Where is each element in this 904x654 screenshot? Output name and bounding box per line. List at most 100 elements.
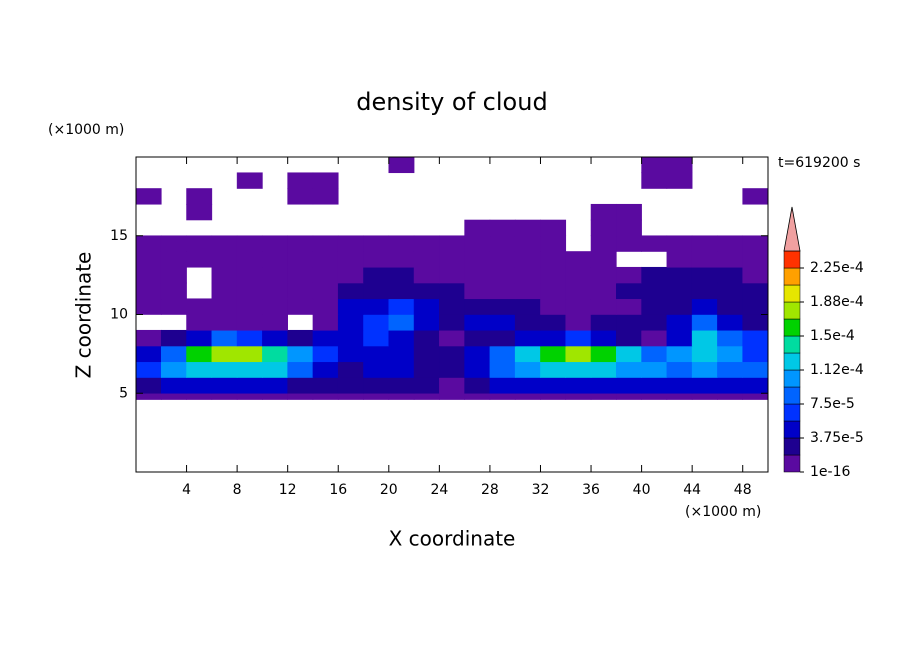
contour-cell xyxy=(590,251,617,268)
contour-cell xyxy=(540,219,567,237)
contour-cell xyxy=(160,251,187,268)
contour-cell xyxy=(666,377,693,394)
contour-cell xyxy=(439,235,465,252)
contour-cell xyxy=(717,266,744,284)
contour-cell xyxy=(262,314,288,331)
contour-cell xyxy=(388,345,415,363)
contour-cell xyxy=(489,377,516,394)
contour-cell xyxy=(590,219,617,237)
contour-cell xyxy=(717,329,744,347)
contour-cell xyxy=(565,329,592,347)
contour-cell xyxy=(742,188,769,205)
contour-cell xyxy=(464,314,491,331)
contour-cell xyxy=(363,329,390,347)
contour-cell xyxy=(388,392,415,400)
contour-cell xyxy=(211,361,238,378)
contour-cell xyxy=(540,266,567,284)
contour-cell xyxy=(641,298,668,315)
contour-cell xyxy=(135,377,162,394)
contour-cell xyxy=(186,345,213,363)
contour-cell xyxy=(717,345,744,363)
contour-cell xyxy=(312,361,339,378)
contour-cell xyxy=(312,377,339,394)
contour-cell xyxy=(540,392,567,400)
contour-cell xyxy=(691,329,718,347)
contour-cell xyxy=(388,156,415,174)
contour-cell xyxy=(514,219,541,237)
colorbar-box xyxy=(783,284,801,303)
contour-cell xyxy=(666,298,693,315)
contour-cell xyxy=(287,392,314,400)
contour-cell xyxy=(413,314,440,331)
contour-cell xyxy=(514,377,541,394)
contour-cell xyxy=(691,282,718,300)
contour-cell xyxy=(287,235,314,252)
x-tick-label: 20 xyxy=(380,482,398,498)
y-tick-label: 15 xyxy=(110,228,128,244)
contour-cell xyxy=(312,251,339,268)
contour-cell xyxy=(262,329,288,347)
contour-cell xyxy=(540,329,567,347)
chart-title: density of cloud xyxy=(356,88,547,116)
contour-cell xyxy=(312,235,339,252)
contour-cell xyxy=(565,314,592,331)
colorbar-label: 7.5e-5 xyxy=(810,396,855,412)
contour-cell xyxy=(337,235,364,252)
contour-cell xyxy=(236,251,263,268)
contour-cell xyxy=(363,345,390,363)
contour-cell xyxy=(439,251,465,268)
contour-cell xyxy=(717,392,744,400)
contour-cell xyxy=(160,266,187,284)
colorbar-box xyxy=(783,437,801,456)
contour-cell xyxy=(666,282,693,300)
contour-cell xyxy=(464,251,491,268)
y-axis-label: Z coordinate xyxy=(72,252,96,379)
contour-cell xyxy=(514,392,541,400)
contour-cell xyxy=(439,298,465,315)
contour-cell xyxy=(540,377,567,394)
contour-cell xyxy=(540,235,567,252)
contour-cell xyxy=(337,361,364,378)
contour-cell xyxy=(337,392,364,400)
contour-cell xyxy=(135,345,162,363)
contour-cell xyxy=(641,377,668,394)
contour-cell xyxy=(312,298,339,315)
contour-cell xyxy=(540,345,567,363)
contour-cell xyxy=(312,172,339,189)
contour-cell xyxy=(666,266,693,284)
contour-cell xyxy=(464,298,491,315)
contour-cell xyxy=(691,298,718,315)
contour-cell xyxy=(489,219,516,237)
contour-cell xyxy=(262,251,288,268)
contour-cell xyxy=(211,266,238,284)
contour-cell xyxy=(262,377,288,394)
contour-cell xyxy=(641,392,668,400)
contour-cell xyxy=(717,251,744,268)
colorbar-box xyxy=(783,454,801,473)
colorbar-label: 1.12e-4 xyxy=(810,362,864,378)
contour-cell xyxy=(565,266,592,284)
x-tick-label: 48 xyxy=(734,482,752,498)
x-tick-label: 44 xyxy=(683,482,701,498)
colorbar-label: 1e-16 xyxy=(810,464,850,480)
contour-cell xyxy=(616,377,642,394)
contour-cell xyxy=(514,298,541,315)
colorbar-label: 1.5e-4 xyxy=(810,328,855,344)
contour-cell xyxy=(742,282,769,300)
contour-cell xyxy=(540,298,567,315)
contour-cell xyxy=(287,251,314,268)
contour-cell xyxy=(312,345,339,363)
contour-cell xyxy=(691,361,718,378)
contour-cell xyxy=(666,251,693,268)
contour-cell xyxy=(186,329,213,347)
contour-cell xyxy=(717,282,744,300)
x-tick-label: 40 xyxy=(633,482,651,498)
contour-cell xyxy=(540,314,567,331)
contour-cell xyxy=(287,298,314,315)
contour-cell xyxy=(742,298,769,315)
contour-cell xyxy=(413,329,440,347)
y-unit: (×1000 m) xyxy=(48,122,124,138)
contour-cell xyxy=(590,377,617,394)
contour-cell xyxy=(287,188,314,205)
contour-cell xyxy=(616,392,642,400)
